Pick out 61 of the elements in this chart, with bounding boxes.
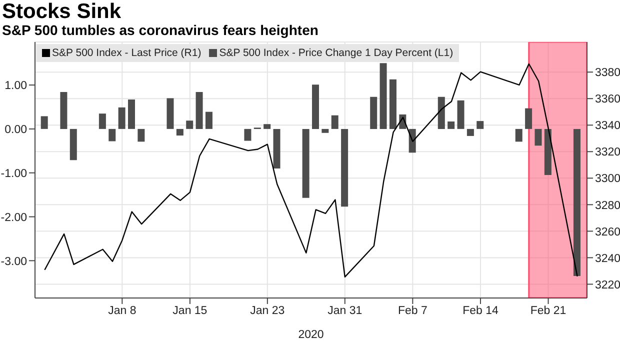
bar bbox=[60, 92, 68, 129]
bar bbox=[457, 100, 464, 129]
bar bbox=[448, 121, 455, 129]
bar bbox=[370, 96, 378, 129]
bar bbox=[573, 128, 580, 276]
y2-tick-label: 3220 bbox=[595, 279, 620, 292]
line-series bbox=[44, 63, 578, 278]
x-tick-label: Jan 8 bbox=[108, 305, 136, 318]
bar bbox=[186, 120, 194, 129]
bar bbox=[273, 128, 280, 168]
y2-tick-label: 3340 bbox=[595, 120, 620, 132]
bar bbox=[515, 128, 522, 142]
bar bbox=[389, 79, 396, 129]
legend-label: S&P 500 Index - Last Price (R1) bbox=[51, 47, 202, 59]
bar bbox=[244, 128, 252, 141]
y-tick-label: -3.00 bbox=[0, 256, 27, 268]
x-tick-label: Jan 31 bbox=[328, 305, 362, 318]
y2-tick-label: 3320 bbox=[595, 146, 620, 159]
legend-label: S&P 500 Index - Price Change 1 Day Percent (L1) bbox=[218, 47, 454, 59]
bar bbox=[544, 128, 552, 176]
x-tick-label: Feb 21 bbox=[530, 305, 566, 318]
bar bbox=[196, 92, 203, 129]
x-tick-label: Jan 23 bbox=[250, 305, 285, 318]
x-tick-label: Feb 7 bbox=[398, 305, 428, 318]
bar bbox=[98, 114, 106, 129]
y2-tick-label: 3360 bbox=[595, 94, 620, 106]
bar bbox=[70, 128, 77, 160]
x-axis-title: 2020 bbox=[298, 329, 324, 341]
bar bbox=[312, 84, 319, 129]
bar bbox=[118, 107, 126, 129]
bar bbox=[302, 128, 310, 198]
x-tick-label: Jan 15 bbox=[172, 305, 208, 318]
bar bbox=[138, 128, 145, 142]
bar bbox=[331, 115, 338, 129]
y-tick-label: -1.00 bbox=[0, 168, 27, 180]
y2-tick-label: 3380 bbox=[595, 67, 620, 80]
bar bbox=[166, 98, 174, 129]
bar bbox=[438, 96, 445, 129]
y2-tick-label: 3260 bbox=[595, 226, 620, 238]
y-tick-label: 1.00 bbox=[4, 80, 27, 92]
bar bbox=[128, 100, 135, 129]
bar bbox=[341, 128, 348, 207]
bar bbox=[466, 128, 474, 136]
bar bbox=[264, 124, 271, 129]
bar bbox=[380, 63, 387, 129]
bar bbox=[322, 128, 329, 133]
y2-tick-label: 3300 bbox=[595, 173, 620, 186]
chart-subtitle: S&P 500 tumbles as coronavirus fears heighten bbox=[2, 22, 318, 38]
bar bbox=[108, 128, 116, 142]
bar bbox=[205, 112, 212, 129]
chart-title: Stocks Sink bbox=[2, 0, 122, 24]
bar bbox=[476, 121, 484, 129]
bar bbox=[40, 116, 48, 129]
y2-tick-label: 3240 bbox=[595, 252, 620, 265]
y-tick-label: 0.00 bbox=[4, 124, 27, 136]
bar bbox=[534, 128, 542, 146]
bar bbox=[176, 128, 184, 136]
y-tick-label: -2.00 bbox=[0, 212, 27, 224]
bar bbox=[525, 108, 532, 129]
y2-tick-label: 3280 bbox=[595, 200, 620, 212]
x-tick-label: Feb 14 bbox=[462, 305, 499, 318]
